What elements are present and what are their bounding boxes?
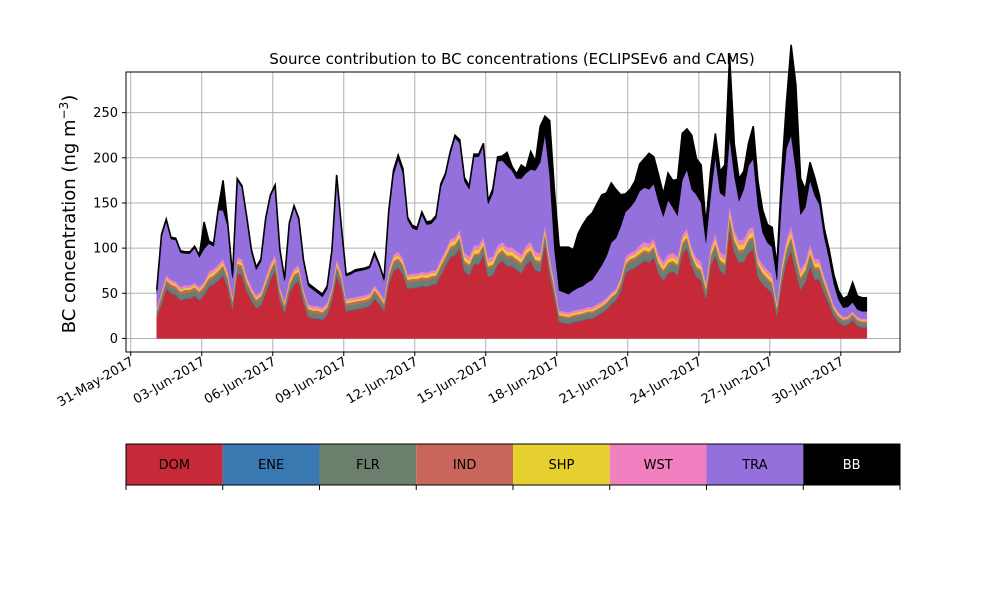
y-tick-label: 0 [110, 332, 118, 347]
x-tick-label: 06-Jun-2017 [202, 354, 279, 407]
y-tick-label: 150 [93, 196, 118, 211]
legend-swatch-shp [513, 444, 610, 485]
legend-label-ind: IND [453, 458, 477, 473]
legend-swatch-flr [319, 444, 417, 485]
y-tick-label: 50 [101, 287, 118, 302]
chart-title: Source contribution to BC concentrations… [269, 50, 754, 68]
y-axis-ticks: 0 50 100 150 200 250 [93, 106, 126, 347]
y-axis-label-close: ) [59, 95, 80, 102]
x-tick-label: 27-Jun-2017 [699, 354, 776, 407]
y-axis-label-exponent: −3 [57, 102, 71, 120]
legend: DOM ENE FLR IND SHP WST TRA BB [125, 443, 901, 490]
legend-label-bb: BB [843, 458, 861, 473]
stacked-areas [156, 44, 868, 339]
total-outline [155, 44, 867, 300]
legend-label-flr: FLR [356, 458, 380, 473]
y-tick-label: 250 [93, 106, 118, 121]
x-tick-label: 12-Jun-2017 [344, 354, 421, 407]
legend-swatch-ene [222, 444, 320, 485]
x-tick-label: 30-Jun-2017 [770, 354, 847, 407]
svg-text:BC concentration (ng m−3): BC concentration (ng m−3) [57, 95, 80, 334]
x-tick-label: 09-Jun-2017 [273, 354, 350, 407]
x-tick-label: 31-May-2017 [55, 354, 137, 410]
x-tick-label: 24-Jun-2017 [628, 354, 705, 407]
legend-swatch-wst [609, 444, 707, 485]
legend-label-ene: ENE [258, 458, 284, 473]
legend-label-dom: DOM [159, 458, 190, 473]
legend-swatch-bb [803, 444, 900, 485]
legend-label-tra: TRA [741, 458, 767, 473]
legend-swatch-ind [416, 444, 513, 485]
x-tick-label: 15-Jun-2017 [415, 354, 492, 407]
legend-swatch-dom [126, 444, 223, 485]
y-tick-label: 100 [93, 242, 118, 257]
y-axis-label-main: BC concentration (ng m [59, 119, 80, 333]
total-line [155, 44, 867, 300]
legend-label-wst: WST [644, 458, 673, 473]
y-tick-label: 200 [93, 151, 118, 166]
x-tick-label: 18-Jun-2017 [486, 354, 563, 407]
legend-swatch-tra [706, 444, 804, 485]
legend-label-shp: SHP [548, 458, 574, 473]
x-tick-label: 21-Jun-2017 [557, 354, 634, 407]
y-axis-label: BC concentration (ng m−3) [57, 95, 80, 334]
plot-frame [125, 71, 901, 353]
x-axis-ticks: 31-May-201703-Jun-201706-Jun-201709-Jun-… [55, 352, 847, 410]
x-tick-label: 03-Jun-2017 [131, 354, 208, 407]
